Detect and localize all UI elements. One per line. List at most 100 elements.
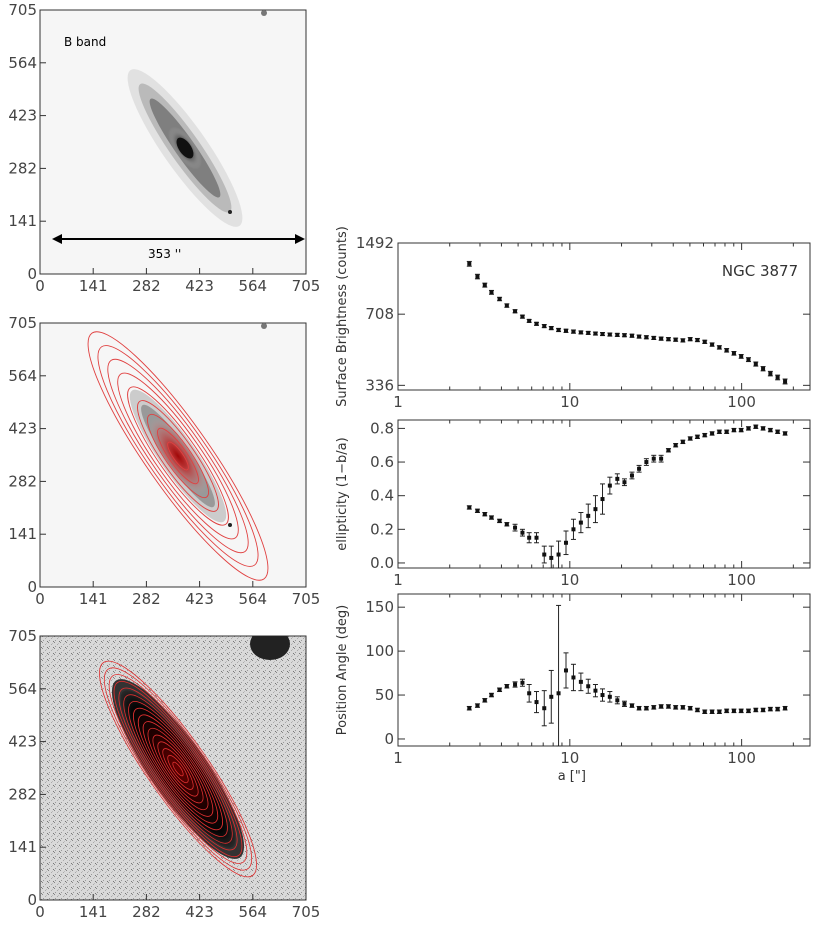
- star-marker: [228, 210, 232, 214]
- data-point: [586, 513, 591, 518]
- data-point: [586, 684, 591, 689]
- data-point: [497, 518, 502, 523]
- x-tick-label: 1: [393, 571, 403, 589]
- scale-arrow-left: [52, 234, 62, 244]
- data-point: [775, 707, 780, 712]
- data-point: [768, 428, 773, 433]
- y-tick-label: 423: [8, 420, 37, 438]
- x-tick-label: 0: [35, 590, 45, 608]
- data-point: [563, 328, 568, 333]
- data-point: [600, 497, 605, 502]
- x-tick-label: 282: [132, 903, 161, 921]
- data-point: [527, 318, 532, 323]
- data-point: [695, 338, 700, 343]
- x-tick-label: 0: [35, 903, 45, 921]
- data-point: [513, 682, 518, 687]
- isophote-ellipse: [147, 727, 209, 811]
- data-point: [563, 540, 568, 545]
- data-point: [717, 429, 722, 434]
- isophote-ellipse: [103, 667, 253, 871]
- data-point: [688, 706, 693, 711]
- data-point: [702, 339, 707, 344]
- isophote-ellipse: [97, 345, 259, 567]
- data-point: [739, 354, 744, 359]
- data-point: [593, 331, 598, 336]
- data-point: [549, 555, 554, 560]
- x-tick-label: 100: [727, 571, 756, 589]
- data-point: [482, 512, 487, 517]
- data-point: [688, 436, 693, 441]
- plot-frame: [397, 419, 811, 569]
- data-point: [651, 456, 656, 461]
- data-point: [556, 552, 561, 557]
- data-point: [607, 694, 612, 699]
- data-point: [739, 428, 744, 433]
- data-point: [702, 433, 707, 438]
- data-point: [666, 704, 671, 709]
- data-point: [768, 371, 773, 376]
- x-tick-label: 705: [292, 590, 321, 608]
- y-tick-label: 423: [8, 107, 37, 125]
- y-tick-label: 705: [8, 627, 37, 645]
- data-point: [753, 362, 758, 367]
- x-axis-label: a ["]: [558, 769, 586, 784]
- x-tick-label: 423: [185, 277, 214, 295]
- x-tick-label: 705: [292, 903, 321, 921]
- isophote-ellipse: [157, 741, 199, 797]
- x-tick-label: 423: [185, 903, 214, 921]
- data-point: [489, 515, 494, 520]
- data-point: [695, 707, 700, 712]
- x-tick-label: 141: [79, 903, 108, 921]
- data-point: [542, 706, 547, 711]
- x-tick-label: 1: [393, 749, 403, 767]
- x-tick-label: 100: [727, 393, 756, 411]
- data-point: [622, 701, 627, 706]
- data-point: [753, 424, 758, 429]
- data-point: [710, 709, 715, 714]
- data-point: [489, 693, 494, 698]
- data-point: [724, 708, 729, 713]
- isophote-ellipse: [123, 694, 233, 844]
- data-point: [761, 707, 766, 712]
- plot-frame: [397, 593, 811, 747]
- galaxy-image: [127, 69, 243, 227]
- isophote-ellipse: [99, 660, 257, 878]
- data-point: [783, 379, 788, 384]
- band-label: B band: [64, 35, 106, 49]
- plot-frame: [397, 242, 811, 391]
- y-tick-label: 336: [365, 376, 394, 394]
- data-point: [615, 476, 620, 481]
- plot-panel: 1 10 100 336 708 1492 Surface Brightness (coun…: [335, 226, 811, 411]
- y-tick-label: 564: [8, 54, 37, 72]
- data-point: [497, 296, 502, 301]
- x-tick-label: 100: [727, 749, 756, 767]
- data-point: [520, 680, 525, 685]
- object-name: NGC 3877: [722, 262, 798, 280]
- data-point: [520, 314, 525, 319]
- data-point: [637, 706, 642, 711]
- data-point: [556, 327, 561, 332]
- data-point: [637, 466, 642, 471]
- data-point: [607, 483, 612, 488]
- isophote-ellipse: [147, 413, 209, 499]
- data-point: [695, 434, 700, 439]
- y-tick-label: 100: [365, 642, 394, 660]
- data-point: [673, 443, 678, 448]
- data-point: [783, 706, 788, 711]
- data-point: [622, 333, 627, 338]
- image-panel-model-overlay: [39, 322, 307, 588]
- data-point: [615, 332, 620, 337]
- data-point: [504, 522, 509, 527]
- y-axis-label: ellipticity (1−b/a): [335, 437, 350, 550]
- isophote-ellipse: [167, 441, 189, 471]
- data-point: [513, 309, 518, 314]
- data-point: [666, 448, 671, 453]
- x-tick-label: 423: [185, 590, 214, 608]
- isophote-ellipses: [99, 660, 257, 878]
- data-point: [637, 334, 642, 339]
- isophote-ellipse: [128, 701, 228, 837]
- y-tick-label: 1492: [356, 234, 394, 252]
- data-point: [717, 345, 722, 350]
- data-point: [731, 351, 736, 356]
